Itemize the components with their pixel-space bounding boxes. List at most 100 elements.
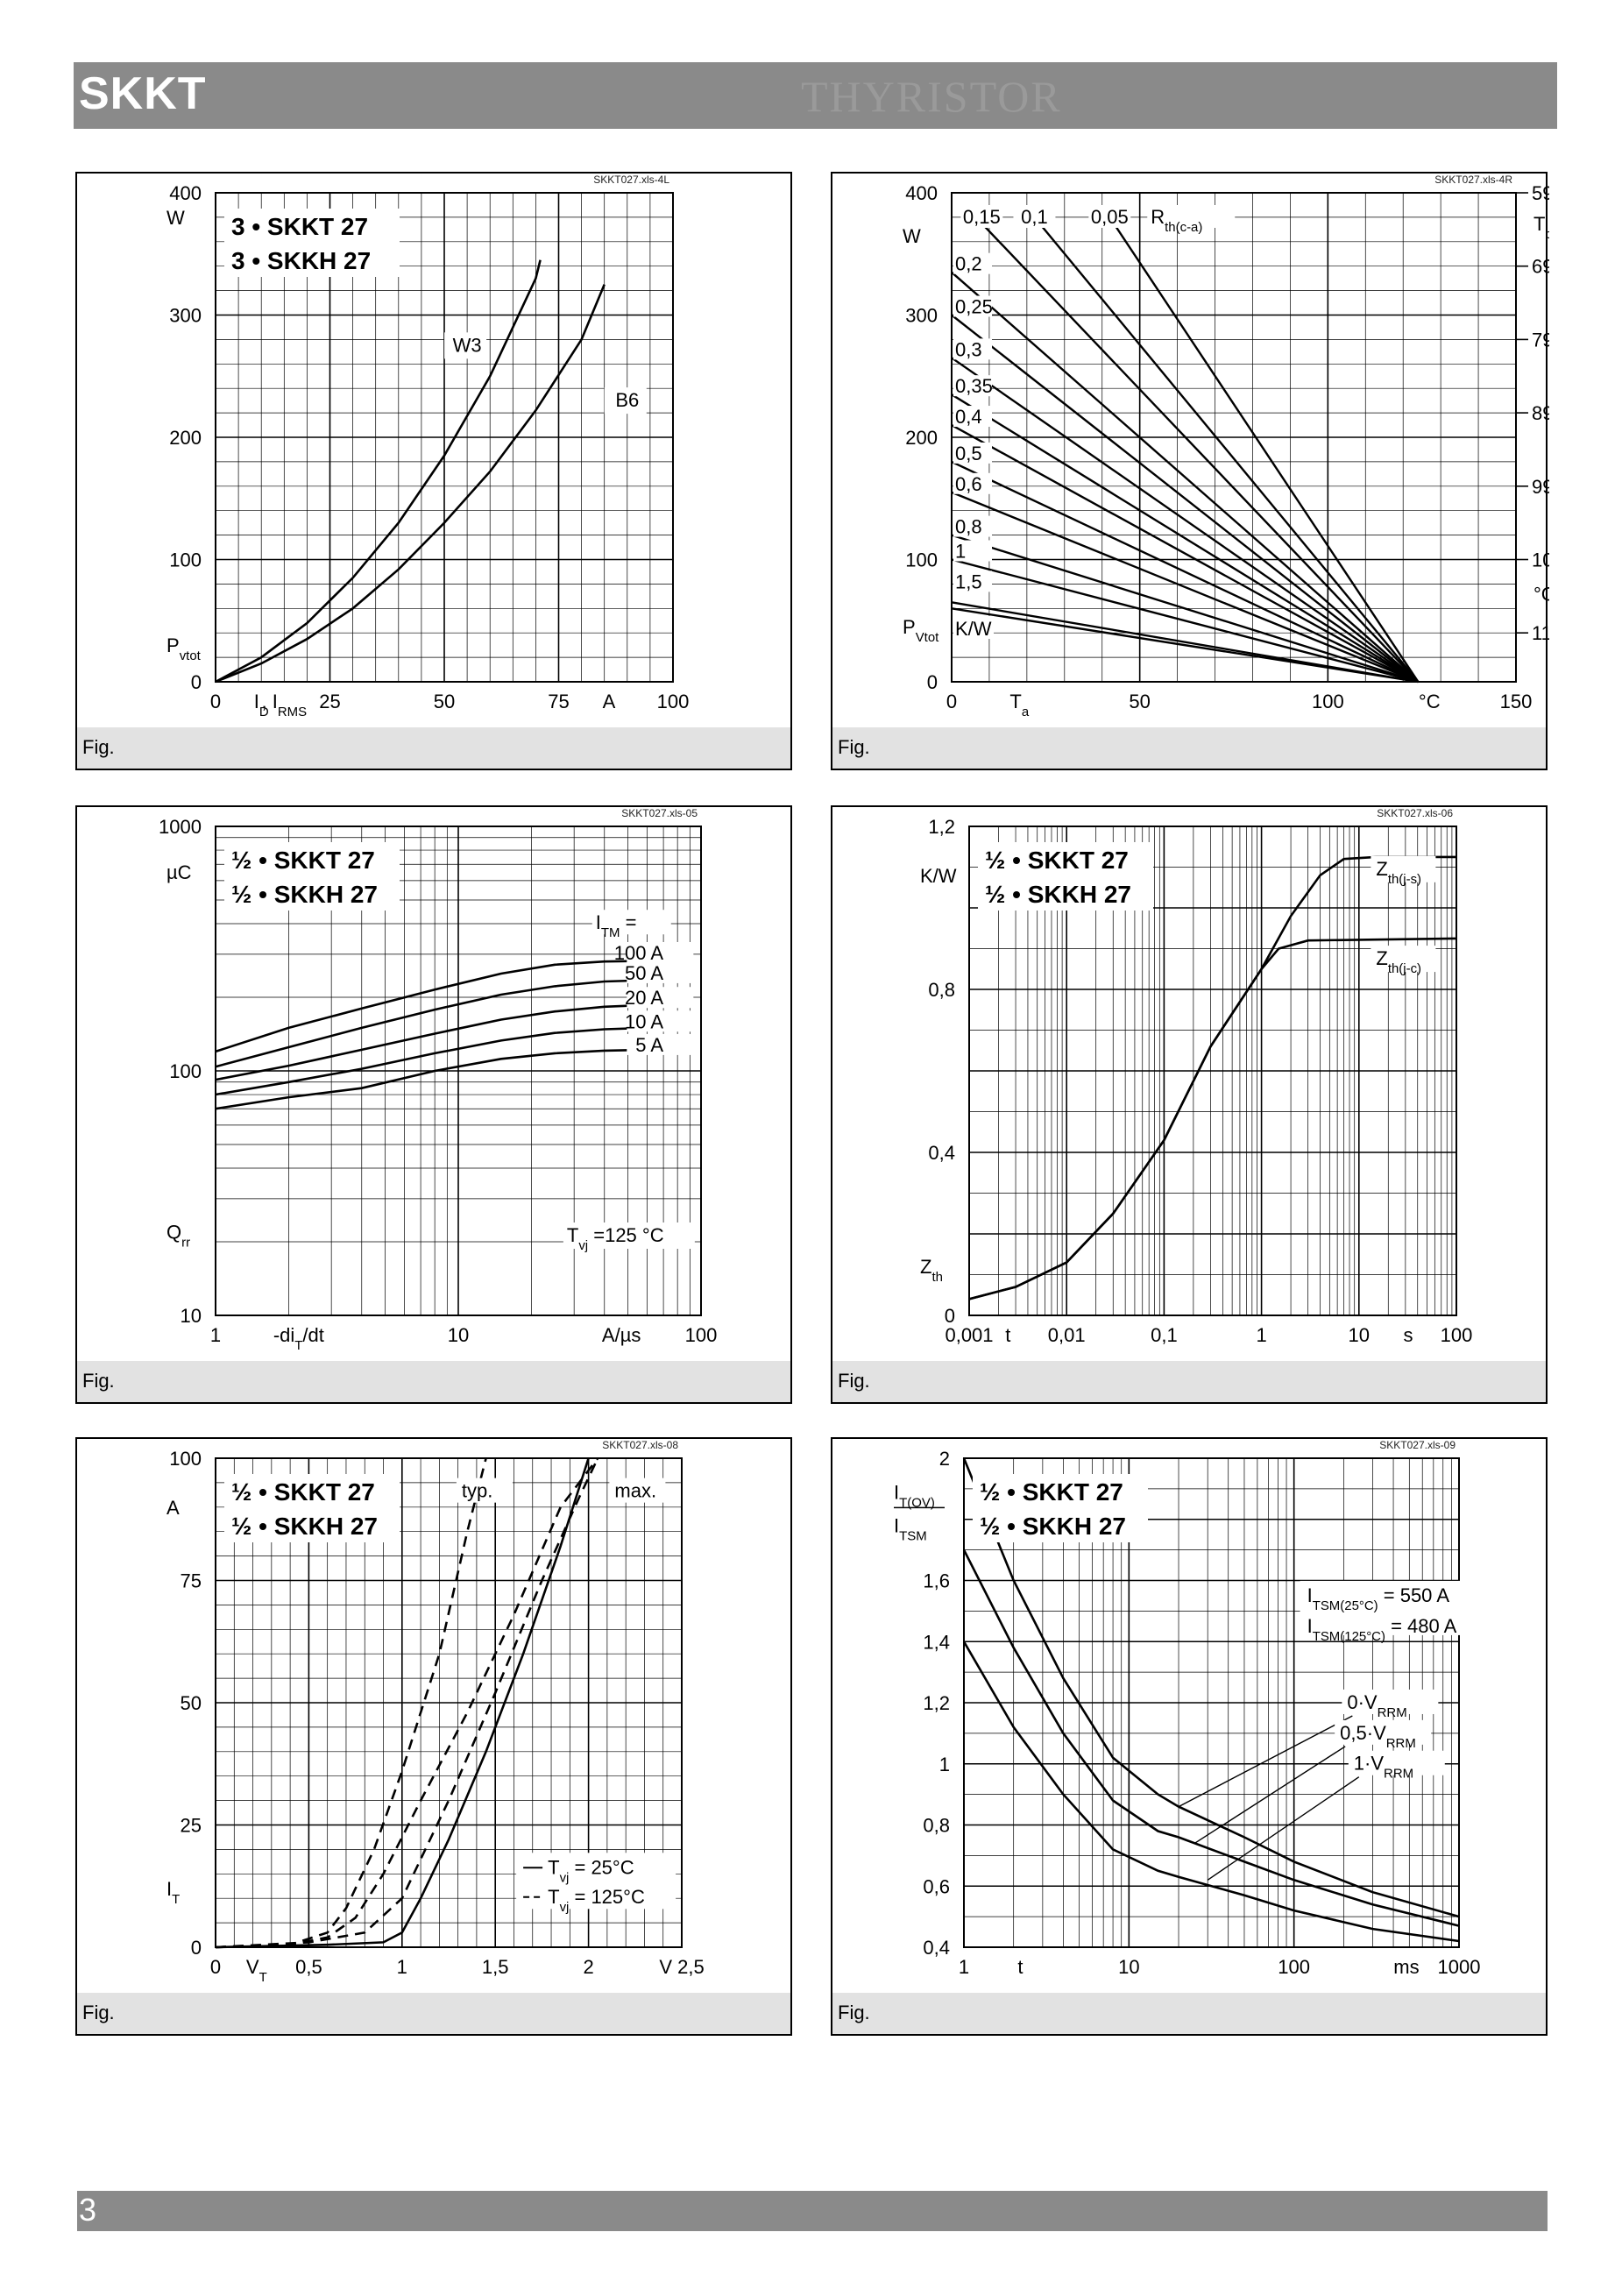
series-line	[215, 1026, 648, 1096]
itsm-bg	[1300, 1580, 1509, 1635]
rth-label-bg	[1088, 205, 1131, 228]
x-tick-label: 1	[210, 1324, 221, 1346]
curve-annotation-bg	[609, 1478, 666, 1503]
series-group	[962, 1457, 1460, 1943]
itm-value-bg	[627, 987, 694, 1009]
tvj-label: Tvj =125 °C	[567, 1224, 664, 1253]
tc-tick-label: 109	[1532, 549, 1549, 571]
x-tick-label: 25	[319, 691, 340, 712]
chart-svg-p3: SKKT027.xls-05 1 10 100 10 100 1000 -diT/dt A/µs…	[159, 807, 717, 1353]
series-group	[215, 960, 648, 1110]
series-line	[962, 1457, 1460, 1918]
y-tick-label: 100	[905, 549, 938, 571]
y-tick-label: 1,6	[923, 1570, 950, 1592]
y-tick-label: 75	[181, 1570, 202, 1592]
x-tick-label: 75	[548, 691, 569, 712]
curve-annotation-bg	[456, 1478, 513, 1503]
itm-value-label: 10 A	[625, 1010, 663, 1032]
grid	[951, 192, 1517, 683]
label-box-bg	[224, 1474, 400, 1542]
zth-label: Zth(j-s)	[1376, 858, 1421, 887]
rth-left-label: 0,8	[955, 516, 982, 538]
series-group	[215, 259, 606, 684]
device-label-1: ½ • SKKT 27	[985, 847, 1129, 874]
x-tick-label: V 2,5	[659, 1956, 704, 1978]
fig-caption-bar: Fig.	[832, 1993, 1546, 2034]
series-line	[215, 284, 606, 684]
vrrm-leader	[1193, 1746, 1346, 1845]
x-axis-label: -diT/dt	[273, 1324, 324, 1353]
y-axis-label: A	[166, 1497, 180, 1519]
plot-frame	[215, 192, 674, 683]
rth-left-label: 1	[955, 541, 966, 563]
vrrm-label: 1·VRRM	[1354, 1753, 1413, 1782]
x-tick-label: 2	[583, 1956, 593, 1978]
x-tick-label: 10	[448, 1324, 469, 1346]
y-tick-label: 10	[181, 1305, 202, 1327]
y-axis-label-den: ITSM	[894, 1514, 927, 1543]
vrrm-label-bg	[1348, 1750, 1445, 1775]
y-tick-label: 100	[169, 1448, 202, 1470]
series-line	[215, 1457, 487, 1949]
rth-left-label: 0,4	[955, 406, 982, 428]
y-tick-label: 200	[169, 427, 202, 449]
x-tick-label: 10	[1349, 1324, 1370, 1346]
zth-label-bg	[1371, 855, 1436, 882]
rth-top-label: 0,15	[963, 206, 1001, 228]
rth-label-bg	[953, 406, 992, 428]
y-axis-label-num: IT(OV)	[894, 1481, 935, 1510]
rth-label-bg	[953, 615, 994, 639]
x-axis-label: °C	[1419, 691, 1441, 712]
itm-value-bg	[627, 1010, 694, 1032]
itm-value-bg	[627, 961, 694, 983]
source-label: SKKT027.xls-09	[1379, 1439, 1456, 1451]
itm-value-label: 5 A	[635, 1034, 663, 1056]
x-tick-label: 0	[210, 691, 221, 712]
rth-line	[951, 558, 1419, 684]
y-axis-label: K/W	[920, 865, 957, 887]
chart-svg-p2: SKKT027.xls-4R 0 50 100 150 0 100 200 300 400 Ta °C…	[903, 174, 1549, 719]
series-line	[968, 937, 1457, 1300]
rth-left-label: 0,35	[955, 375, 993, 397]
y-tick-label: 1,2	[923, 1692, 950, 1714]
curve-label-bg	[444, 332, 487, 359]
x-axis-label: ms	[1393, 1956, 1419, 1978]
vrrm-label-bg	[1342, 1689, 1439, 1714]
y-tick-label: 1,4	[923, 1631, 950, 1653]
x-tick-label: 0,01	[1048, 1324, 1086, 1346]
x-tick-label: 0	[946, 691, 957, 712]
header-subtitle: THYRISTOR	[801, 72, 1062, 121]
tc-tick-label: 79	[1532, 329, 1549, 351]
x-tick-label: 100	[1441, 1324, 1473, 1346]
rth-left-label: 0,6	[955, 473, 982, 495]
source-label: SKKT027.xls-05	[621, 807, 698, 819]
x-tick-label: 50	[434, 691, 455, 712]
y-axis-label: PVtot	[903, 616, 939, 645]
x-tick-label: 1	[1256, 1324, 1266, 1346]
device-label-1: ½ • SKKT 27	[980, 1478, 1123, 1506]
series-line	[215, 1048, 648, 1110]
y-tick-label: 200	[905, 427, 938, 449]
tc-tick-label: 59	[1532, 182, 1549, 204]
rth-line	[951, 314, 1420, 683]
y-tick-label: 25	[181, 1815, 202, 1837]
x-tick-label: 1	[397, 1956, 407, 1978]
y-axis-label: Pvtot	[166, 634, 202, 663]
x-axis-label: A	[603, 691, 616, 712]
x-tick-label: 100	[657, 691, 690, 712]
series-line	[215, 1457, 599, 1949]
series-line	[215, 960, 648, 1053]
rth-label-bg	[953, 295, 992, 317]
x-axis-label: t	[1017, 1956, 1023, 1978]
series-group	[215, 1457, 599, 1949]
itm-value-label: 100 A	[614, 942, 664, 964]
y-tick-label: 2	[939, 1448, 950, 1470]
fig-caption: Fig.	[82, 2002, 115, 2023]
series-line	[215, 1457, 590, 1949]
fig-caption-bar: Fig.	[77, 1361, 790, 1402]
fig-caption-bar: Fig.	[832, 727, 1546, 769]
y-axis-label: Qrr	[166, 1221, 190, 1250]
x-tick-label: 1000	[1438, 1956, 1481, 1978]
fig-caption-bar: Fig.	[832, 1361, 1546, 1402]
y-tick-label: 0,8	[923, 1815, 950, 1837]
